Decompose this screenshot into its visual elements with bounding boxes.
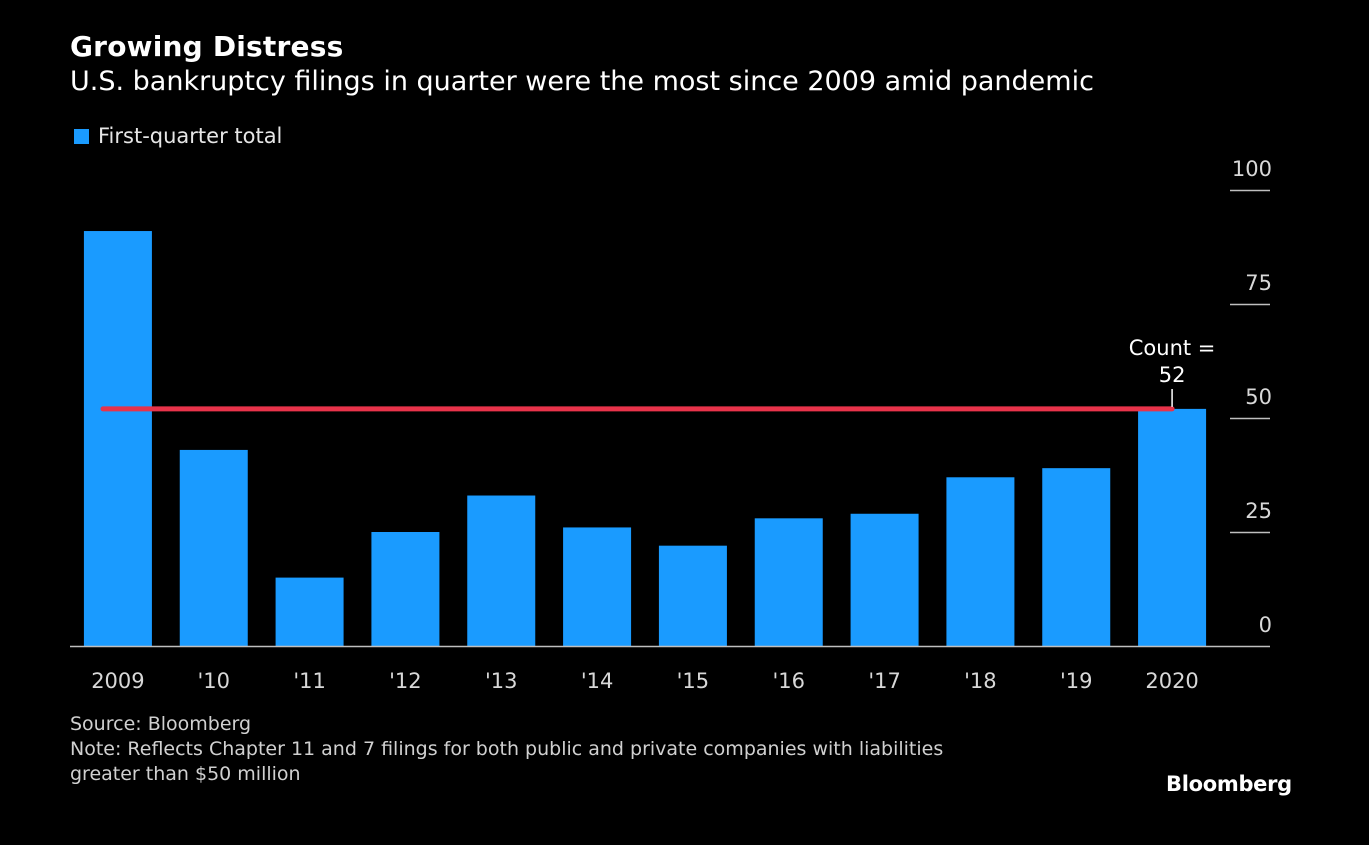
x-tick-label-11: 2020 bbox=[1145, 669, 1198, 693]
legend: First-quarter total bbox=[74, 124, 282, 148]
bar-3 bbox=[371, 532, 440, 646]
bar-5 bbox=[563, 527, 632, 646]
x-tick-label-1: '10 bbox=[198, 669, 231, 693]
note-text-line1: Note: Reflects Chapter 11 and 7 filings … bbox=[70, 738, 944, 760]
bloomberg-logo: Bloomberg bbox=[1166, 772, 1292, 796]
bar-8 bbox=[850, 513, 919, 646]
bar-11 bbox=[1138, 408, 1207, 646]
x-tick-label-3: '12 bbox=[389, 669, 422, 693]
footer: Source: Bloomberg Note: Reflects Chapter… bbox=[70, 712, 943, 787]
source-text: Source: Bloomberg bbox=[70, 713, 252, 735]
x-tick-label-9: '18 bbox=[964, 669, 997, 693]
bar-0 bbox=[83, 231, 152, 647]
chart-title: Growing Distress bbox=[70, 30, 344, 63]
bar-2 bbox=[275, 577, 344, 646]
x-tick-label-5: '14 bbox=[581, 669, 614, 693]
x-tick-label-8: '17 bbox=[868, 669, 901, 693]
x-tick-label-10: '19 bbox=[1060, 669, 1093, 693]
bars-group bbox=[83, 231, 1207, 647]
annotation-line2: 52 bbox=[1159, 363, 1186, 387]
x-tick-label-7: '16 bbox=[773, 669, 806, 693]
bar-7 bbox=[754, 518, 823, 646]
x-tick-label-4: '13 bbox=[485, 669, 518, 693]
x-tick-label-0: 2009 bbox=[91, 669, 144, 693]
bar-9 bbox=[946, 477, 1015, 646]
y-axis: 0 25 50 75 100 bbox=[1230, 157, 1272, 637]
x-tick-label-6: '15 bbox=[677, 669, 710, 693]
x-axis: 2009 '10 '11 '12 '13 '14 '15 '16 '17 '18 '19 2020 bbox=[70, 645, 1270, 693]
note-text-line2: greater than $50 million bbox=[70, 763, 301, 785]
annotation-group: Count = 52 bbox=[1129, 336, 1216, 407]
y-tick-label-4: 100 bbox=[1232, 157, 1272, 181]
legend-label: First-quarter total bbox=[98, 124, 283, 148]
y-tick-label-3: 75 bbox=[1245, 271, 1272, 295]
bar-1 bbox=[179, 449, 248, 646]
bar-6 bbox=[658, 545, 727, 646]
chart-subtitle: U.S. bankruptcy filings in quarter were … bbox=[70, 66, 1094, 97]
legend-swatch bbox=[74, 128, 89, 144]
y-tick-label-2: 50 bbox=[1245, 385, 1272, 409]
y-tick-label-1: 25 bbox=[1245, 499, 1272, 523]
x-tick-label-2: '11 bbox=[293, 669, 326, 693]
y-tick-label-0: 0 bbox=[1259, 613, 1272, 637]
annotation-line1: Count = bbox=[1129, 336, 1216, 360]
bar-10 bbox=[1042, 468, 1111, 646]
bar-4 bbox=[467, 495, 536, 646]
